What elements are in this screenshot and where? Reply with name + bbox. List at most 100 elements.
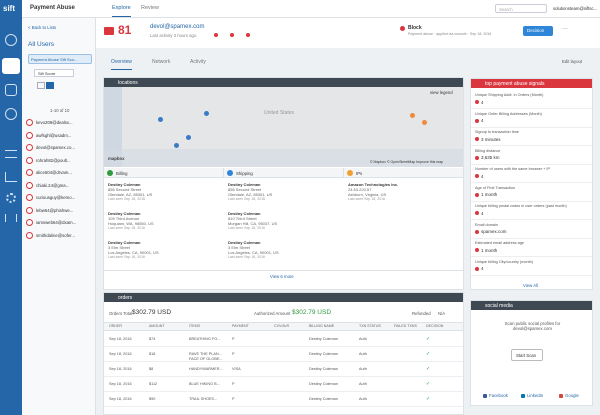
social-text: Scan public social profiles for devol@sp…: [504, 321, 561, 331]
pin[interactable]: [204, 111, 209, 116]
signal-dot: [475, 229, 479, 234]
legend-link[interactable]: view legend: [430, 90, 453, 95]
user-score-icon[interactable]: [26, 194, 33, 201]
icon[interactable]: [5, 108, 17, 120]
badge: [214, 33, 218, 37]
pin[interactable]: [158, 117, 163, 122]
column-header: [104, 168, 224, 178]
address-line: Destiny Coleman: [108, 211, 141, 216]
tab[interactable]: Review: [141, 5, 160, 11]
back-link[interactable]: < Back to Lists: [28, 25, 57, 30]
row-divider: [104, 391, 463, 392]
tab[interactable]: Overview: [111, 59, 132, 70]
user-score-icon[interactable]: [26, 206, 33, 214]
user-item[interactable]: devol@spamex.co...: [36, 145, 75, 150]
search[interactable]: Search: [495, 4, 547, 13]
column-header: [344, 168, 464, 178]
table-header-row: [104, 322, 463, 331]
table-cell: ✓: [426, 336, 431, 342]
table-cell: TRAIL SHOES...: [189, 397, 218, 401]
status-detail: Payment abuse · applied via console · Se…: [408, 32, 492, 36]
signal-dot: [475, 155, 479, 160]
address-line: Destiny Coleman: [108, 240, 141, 245]
address-line: Los Angeles, CA, 90001, US: [228, 250, 279, 255]
table-header: PAYMENT: [232, 324, 249, 328]
user-score-icon[interactable]: [26, 131, 33, 139]
icon[interactable]: [5, 150, 17, 158]
pin[interactable]: [422, 120, 427, 125]
top-bar: Payment Abuse Explore Review Search solu…: [22, 0, 600, 18]
icon[interactable]: [5, 214, 17, 222]
address-line: Hoquiam, WA, 98550, US: [108, 221, 154, 226]
table-cell: $8: [149, 367, 154, 371]
user-item[interactable]: rohrah82@poult...: [36, 157, 71, 163]
arrow[interactable]: [46, 82, 54, 89]
row-divider: [104, 346, 463, 347]
arrow[interactable]: [37, 82, 45, 89]
panel-header: locations: [104, 78, 463, 87]
signal-value: 3 minutes: [481, 136, 501, 142]
icon[interactable]: [6, 193, 16, 203]
sort[interactable]: Sift Score: [34, 69, 74, 77]
scan-button[interactable]: Start Scan: [511, 349, 543, 361]
user-score-icon[interactable]: [26, 181, 33, 189]
signal-dot: [475, 100, 479, 104]
more-button[interactable]: ···: [562, 26, 568, 32]
user-item[interactable]: awfsghl@usadm...: [36, 132, 72, 138]
filter[interactable]: Payment Abuse Sift Sco...: [28, 54, 92, 64]
table-cell: P: [232, 352, 235, 356]
row-divider: [104, 361, 463, 362]
table-cell: P: [232, 382, 235, 386]
table-cell: Destiny Coleman: [309, 367, 338, 371]
edit-layout[interactable]: Edit layout: [562, 59, 583, 64]
address-line: Last seen Sep 18, 2016: [108, 255, 145, 259]
pin[interactable]: [174, 143, 179, 148]
table-cell: Destiny Coleman: [309, 337, 338, 341]
address-line: 856 Second Street: [108, 187, 142, 192]
table-cell: Destiny Coleman: [309, 397, 338, 401]
user-score-icon[interactable]: [26, 144, 33, 151]
address-line: Destiny Coleman: [228, 211, 261, 216]
user-score-icon[interactable]: [26, 156, 33, 164]
table-cell: Auth: [359, 367, 367, 371]
icon[interactable]: [5, 172, 17, 182]
user-item[interactable]: smithdaline@sofer...: [36, 232, 75, 238]
icon-active[interactable]: [2, 58, 20, 74]
user-item[interactable]: lebw64@phishwe...: [36, 207, 74, 213]
signal-dot: [475, 118, 479, 123]
user-item[interactable]: iamsweb64@dxam...: [36, 220, 77, 225]
user-score-icon[interactable]: [26, 219, 33, 226]
social-link[interactable]: Google: [565, 393, 579, 398]
user-item[interactable]: chiaki.24@gma...: [36, 182, 70, 188]
map[interactable]: United States view legend mapbox © Mapbo…: [104, 87, 463, 167]
signals-panel: top payment abuse signals View All Uniqu…: [470, 78, 593, 290]
social-link[interactable]: Facebook: [489, 393, 508, 398]
activity: Last activity 3 hours ago: [150, 33, 197, 38]
user-item[interactable]: kevo209@dealsx...: [36, 120, 73, 125]
social-link[interactable]: LinkedIn: [527, 393, 544, 398]
pin[interactable]: [410, 113, 415, 118]
user-item[interactable]: alice604@drvam...: [36, 170, 72, 175]
view-more[interactable]: View 6 more: [270, 274, 294, 279]
table-cell: BLUE HIKING B...: [189, 382, 220, 386]
view-all[interactable]: View All: [523, 283, 538, 288]
tab[interactable]: Network: [152, 59, 171, 65]
signal-label: Unique Order Billing Addresses (Month): [475, 111, 542, 116]
refund: N/A: [438, 311, 446, 316]
account[interactable]: solutionsteam@siftsc...: [553, 6, 598, 11]
address-line: Glendale, AZ, 85301, US: [228, 192, 273, 197]
tab[interactable]: Explore: [112, 5, 131, 17]
pin[interactable]: [186, 135, 191, 140]
tab[interactable]: Activity: [190, 59, 206, 65]
user-score-icon[interactable]: [26, 169, 33, 176]
user-item[interactable]: curiousguy@kemo...: [36, 195, 76, 200]
signal-label: Email domain: [475, 222, 499, 227]
user-score-icon[interactable]: [26, 231, 33, 239]
address-line: Last seen Sep 18, 2016: [348, 197, 385, 201]
icon[interactable]: [5, 34, 17, 46]
table-cell: HANDYWARMER...: [189, 367, 223, 371]
icon[interactable]: [5, 84, 17, 96]
decision-button[interactable]: Decision: [523, 26, 553, 36]
signal-divider: [471, 163, 592, 165]
user-score-icon[interactable]: [26, 119, 33, 126]
